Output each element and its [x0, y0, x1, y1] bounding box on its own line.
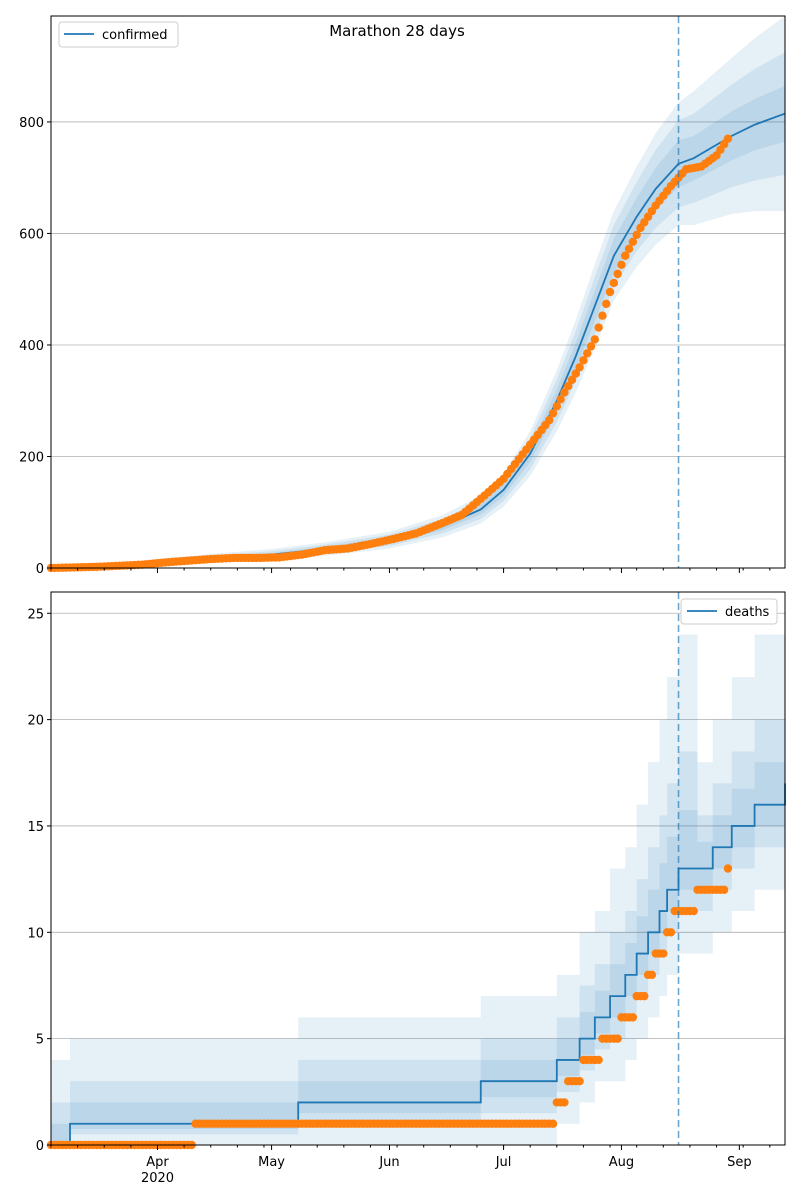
deaths-uncertainty-bands [51, 613, 785, 1145]
confirmed-observed-point [579, 356, 588, 365]
confirmed-observed-point [617, 260, 626, 270]
deaths-y-tick-label: 10 [27, 926, 44, 941]
deaths-observed-point [723, 864, 733, 873]
confirmed-panel: 0 200 400 600 800 Marathon 28 days confirmed [19, 15, 786, 577]
deaths-axes-frame [50, 591, 786, 1146]
deaths-observed-point [548, 1119, 558, 1128]
deaths-legend: deaths [680, 598, 778, 625]
deaths-observed-point [666, 928, 676, 937]
deaths-band-3 [51, 740, 785, 1145]
confirmed-axes-frame [50, 15, 786, 569]
confirmed-uncertainty-bands [51, 16, 785, 569]
confirmed-observed-point [609, 278, 619, 288]
confirmed-observed-point [571, 369, 581, 378]
confirmed-observed-point [556, 395, 565, 404]
x-tick-label-year: 2020 [141, 1171, 174, 1186]
deaths-y-tick-label: 15 [27, 820, 44, 835]
deaths-observed-point [659, 949, 668, 958]
confirmed-y-tick-label: 600 [19, 227, 44, 242]
confirmed-observed-point [602, 299, 611, 309]
confirmed-y-tick-labels: 0 200 400 600 800 [19, 116, 51, 577]
confirmed-observed-point [548, 409, 558, 418]
deaths-observed-point [647, 970, 657, 980]
x-tick-label-month: Aug [609, 1155, 634, 1170]
deaths-model-path [51, 783, 786, 1146]
deaths-observed-point [628, 1013, 638, 1022]
x-tick-label-month: Jun [378, 1155, 399, 1170]
confirmed-x-tick-marks [50, 568, 771, 573]
x-tick-label-month: Jul [495, 1155, 512, 1170]
confirmed-legend-label: confirmed [102, 28, 168, 43]
deaths-band-1 [51, 613, 785, 1145]
deaths-observed-point [560, 1098, 569, 1107]
deaths-y-tick-label: 25 [27, 607, 44, 622]
confirmed-y-tick-label: 0 [36, 562, 44, 577]
deaths-observed-point [594, 1055, 603, 1065]
x-tick-label-month: Sep [727, 1155, 752, 1170]
deaths-observed-point [575, 1076, 584, 1086]
confirmed-observed-point [628, 237, 638, 247]
confirmed-legend-box [58, 21, 179, 48]
confirmed-observed-point [567, 375, 577, 385]
deaths-y-tick-labels: 0 5 10 15 20 25 [27, 607, 51, 1154]
confirmed-band-2 [51, 52, 785, 568]
confirmed-y-tick-label: 800 [19, 116, 44, 131]
deaths-model-line [51, 783, 786, 1146]
confirmed-observed-point [590, 335, 600, 344]
deaths-y-tick-label: 0 [36, 1139, 44, 1154]
confirmed-observed-point [583, 349, 592, 358]
confirmed-observed-points [46, 134, 733, 573]
confirmed-observed-point [605, 287, 615, 297]
deaths-observed-point [640, 991, 649, 1001]
deaths-observed-point [689, 906, 698, 916]
chart-title: Marathon 28 days [329, 22, 465, 40]
confirmed-observed-point [564, 381, 573, 391]
confirmed-band-3 [51, 85, 785, 569]
confirmed-observed-point [586, 342, 596, 351]
confirmed-observed-point [723, 134, 733, 143]
deaths-legend-box [680, 598, 778, 625]
confirmed-observed-point [594, 323, 603, 332]
confirmed-observed-point [545, 416, 554, 425]
confirmed-observed-point [613, 269, 622, 279]
x-tick-label-month: May [258, 1155, 285, 1170]
confirmed-y-tick-label: 400 [19, 339, 44, 354]
deaths-observed-point [719, 885, 729, 894]
confirmed-legend: confirmed [58, 21, 179, 48]
confirmed-observed-point [575, 363, 584, 372]
confirmed-y-tick-label: 200 [19, 450, 44, 465]
confirmed-observed-point [552, 402, 562, 411]
confirmed-observed-point [621, 251, 630, 260]
deaths-legend-label: deaths [725, 605, 770, 620]
deaths-y-tick-label: 5 [36, 1033, 44, 1048]
confirmed-observed-point [598, 311, 607, 320]
x-tick-label-month: Apr [146, 1155, 169, 1170]
deaths-band-2 [51, 698, 785, 1145]
deaths-y-tick-label: 20 [27, 714, 44, 729]
deaths-observed-point [613, 1034, 622, 1043]
confirmed-observed-point [632, 230, 641, 240]
confirmed-observed-point [560, 388, 569, 397]
confirmed-observed-point [624, 244, 634, 253]
